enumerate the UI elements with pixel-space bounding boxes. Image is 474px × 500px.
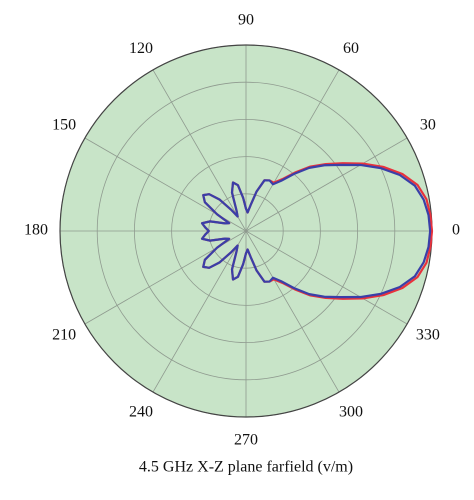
theta-tick-label: 0 (452, 222, 460, 239)
theta-tick-label: 330 (416, 327, 440, 344)
theta-tick-label: 60 (343, 40, 359, 57)
theta-tick-label: 240 (129, 404, 153, 421)
grid-spoke (152, 230, 247, 393)
grid-spoke (245, 137, 408, 232)
grid-spoke (152, 69, 247, 232)
grid-spoke (245, 69, 340, 232)
chart-title: 4.5 GHz X-Z plane farfield (v/m) (139, 459, 353, 476)
grid-spoke (245, 230, 408, 325)
grid-spoke (245, 230, 340, 393)
theta-tick-label: 150 (52, 117, 76, 134)
theta-tick-label: 90 (238, 12, 254, 29)
theta-tick-label: 270 (234, 432, 258, 449)
theta-tick-label: 120 (129, 40, 153, 57)
theta-tick-label: 30 (420, 117, 436, 134)
theta-tick-label: 210 (52, 327, 76, 344)
series-line (200, 163, 432, 299)
theta-tick-label: 300 (339, 404, 363, 421)
theta-tick-label: 180 (24, 222, 48, 239)
